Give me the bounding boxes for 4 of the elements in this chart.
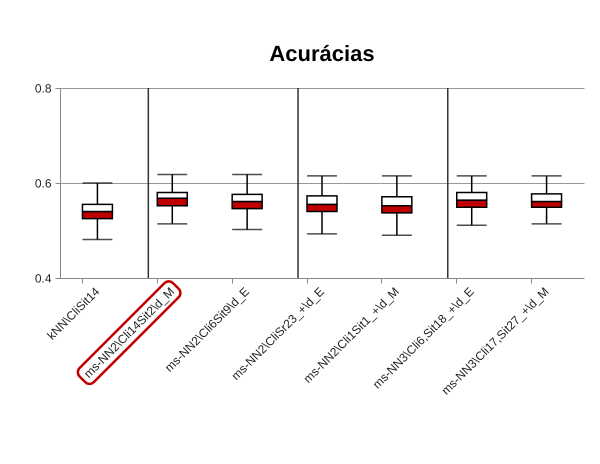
- y-tick-label: 0.4: [34, 272, 52, 286]
- y-tick-label: 0.6: [34, 176, 52, 190]
- y-tick-label: 0.8: [34, 82, 52, 96]
- chart-title: Acurácias: [269, 41, 375, 66]
